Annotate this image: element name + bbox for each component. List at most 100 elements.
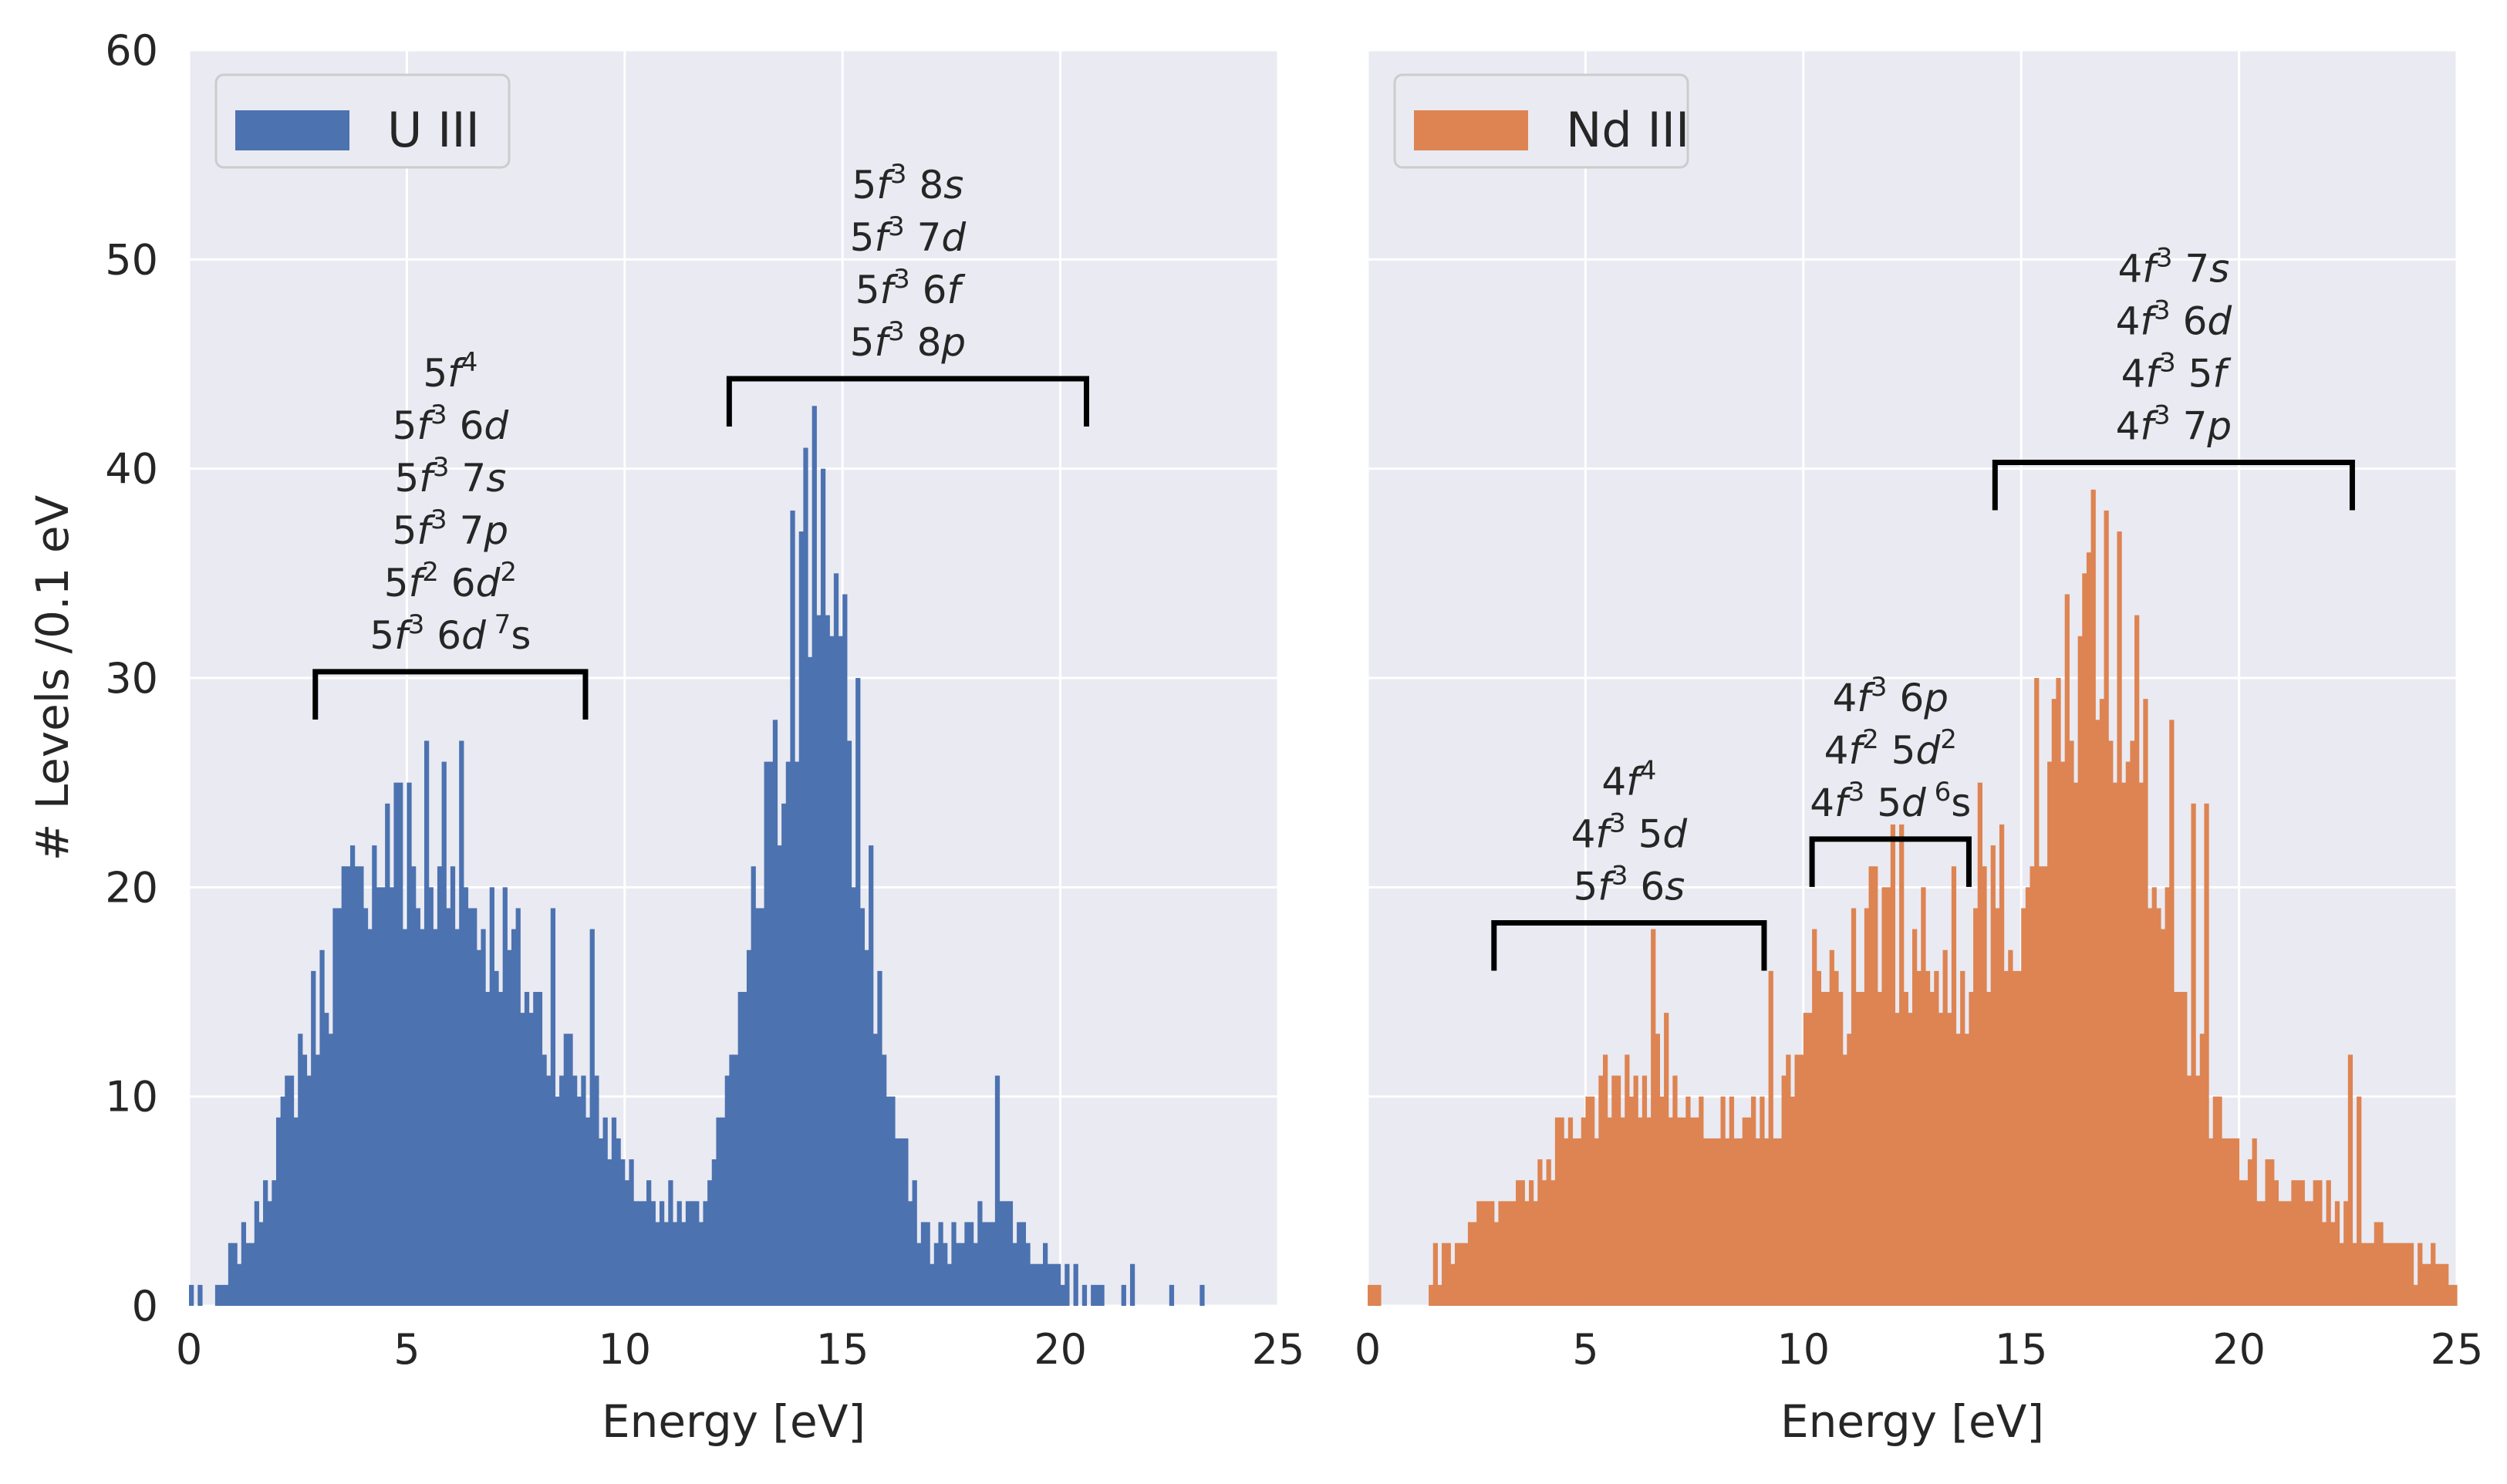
histogram-bar [385, 803, 390, 1306]
histogram-bar [2439, 1263, 2445, 1306]
histogram-bar [1480, 1201, 1486, 1306]
histogram-bar [2352, 1243, 2357, 1306]
histogram-bar [659, 1201, 665, 1306]
histogram-bar [842, 594, 848, 1306]
histogram-bar [1973, 908, 1979, 1306]
histogram-bar [2138, 782, 2144, 1306]
histogram-bar [707, 1180, 713, 1306]
histogram-bar [2064, 594, 2070, 1306]
histogram-bar [755, 908, 761, 1306]
histogram-bar [2326, 1180, 2331, 1306]
histogram-bar [1590, 1096, 1595, 1306]
histogram-bar [1912, 929, 1918, 1306]
histogram-bar [2421, 1263, 2428, 1306]
histogram-bar [1503, 1201, 1508, 1306]
histogram-bar [999, 1201, 1004, 1306]
histogram-bars [1368, 489, 2458, 1306]
histogram-bar [2382, 1243, 2388, 1306]
histogram-bar [1572, 1138, 1577, 1306]
histogram-bar [2313, 1180, 2318, 1306]
histogram-bar [1803, 1013, 1809, 1306]
histogram-bar [349, 845, 356, 1306]
histogram-bar [189, 1284, 194, 1306]
histogram-bar [2121, 782, 2127, 1306]
histogram-bar [694, 1201, 700, 1306]
histogram-bar [1786, 1054, 1791, 1306]
histogram-bar [650, 1201, 656, 1306]
histogram-bar [2069, 740, 2074, 1306]
histogram-bar [986, 1222, 991, 1306]
histogram-bar [1537, 1159, 1543, 1306]
histogram-bar [2434, 1263, 2441, 1306]
histogram-bar [1760, 1096, 1765, 1306]
histogram-bar [994, 1075, 1000, 1306]
histogram-bar [524, 992, 530, 1306]
x-tick-label: 0 [1355, 1325, 1381, 1374]
histogram-bar [859, 908, 865, 1306]
histogram-bar [2008, 949, 2013, 1306]
histogram-bar [1450, 1263, 1456, 1306]
histogram-bar [2260, 1201, 2266, 1306]
histogram-bar [646, 1180, 652, 1306]
histogram-bar [1463, 1243, 1469, 1306]
histogram-bar [2195, 1075, 2201, 1306]
histogram-bar [393, 782, 399, 1306]
histogram-bar [973, 1243, 978, 1306]
histogram-bar [1602, 1054, 1608, 1306]
configuration-label: 4f3​ 6p [1832, 672, 1949, 720]
histogram-bar [1025, 1243, 1031, 1306]
histogram-bar [2003, 970, 2009, 1306]
histogram-bar [1886, 887, 1891, 1306]
histogram-bar [1646, 1117, 1652, 1306]
histogram-bar [272, 1180, 277, 1306]
histogram-bar [232, 1243, 238, 1306]
histogram-bar [528, 1013, 534, 1306]
histogram-bar [2117, 531, 2122, 1306]
histogram-bar [1720, 1096, 1726, 1306]
histogram-bar [685, 1201, 691, 1306]
histogram-bar [2431, 1243, 2436, 1306]
histogram-bar [1790, 1096, 1796, 1306]
histogram-bar [267, 1201, 272, 1306]
histogram-bar [890, 1096, 896, 1306]
histogram-bar [463, 887, 469, 1306]
histogram-bar [1467, 1222, 1473, 1306]
histogram-bar [472, 908, 477, 1306]
histogram-bar [1820, 992, 1826, 1306]
histogram-bar [2347, 1054, 2353, 1306]
histogram-bar [2134, 615, 2140, 1306]
histogram-bar [1030, 1263, 1035, 1306]
histogram-bar [237, 1263, 242, 1306]
histogram-bar [1524, 1201, 1530, 1306]
histogram-bar [2330, 1222, 2336, 1306]
histogram-bar [1620, 1117, 1625, 1306]
histogram-bar [943, 1243, 948, 1306]
histogram-bar [1942, 949, 1948, 1306]
histogram-bar [1607, 1117, 1612, 1306]
histogram-bar [1550, 1180, 1556, 1306]
histogram-bar [1559, 1117, 1564, 1306]
histogram-bar [341, 866, 346, 1306]
histogram-bar [851, 887, 856, 1306]
histogram-bar [1938, 1013, 1944, 1306]
histogram-bar [1007, 1201, 1014, 1306]
histogram-bar [1511, 1201, 1517, 1306]
histogram-bar [2130, 740, 2135, 1306]
histogram-bar [1633, 1075, 1638, 1306]
histogram-bar [981, 1222, 987, 1306]
histogram-bar [1442, 1243, 1447, 1306]
y-tick-label: 30 [105, 654, 158, 703]
histogram-bar [1763, 1138, 1770, 1306]
histogram-bar [977, 1201, 983, 1306]
histogram-bar [825, 615, 830, 1306]
histogram-bar [1712, 1138, 1717, 1306]
histogram-bar [1454, 1243, 1460, 1306]
legend: U III [214, 73, 511, 169]
histogram-bar [2400, 1243, 2405, 1306]
histogram-bar [581, 1075, 586, 1306]
histogram-bar [1585, 1096, 1591, 1306]
histogram-bar [2278, 1201, 2283, 1306]
histogram-bar [2225, 1138, 2231, 1306]
